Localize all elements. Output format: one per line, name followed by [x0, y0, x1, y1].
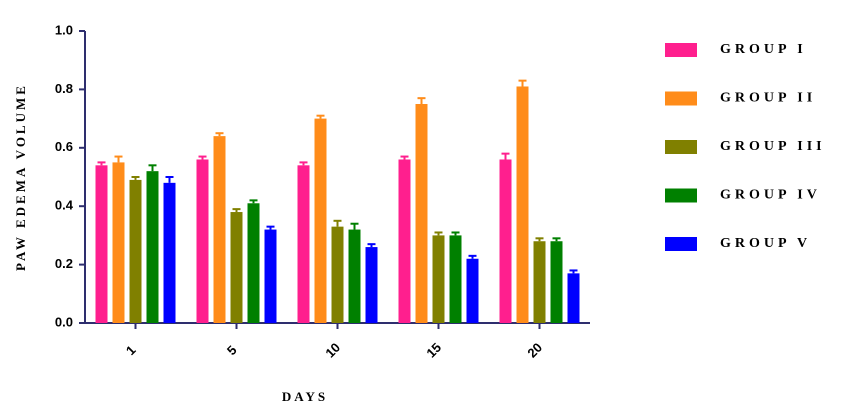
error-bar — [334, 221, 342, 227]
legend-label: GROUP IV — [720, 188, 821, 203]
error-bar — [401, 157, 409, 160]
bar — [96, 165, 108, 323]
y-tick-label: 0.0 — [55, 314, 73, 329]
bar — [113, 162, 125, 323]
error-bar — [216, 133, 224, 136]
x-tick-label: 1 — [123, 342, 139, 358]
error-bar — [435, 232, 443, 235]
bar — [231, 212, 243, 323]
legend-swatch — [665, 92, 697, 106]
error-bar — [469, 256, 477, 259]
chart: DAYS PAW EDEMA VOLUME 0.0 0.2 0.4 0.6 0.8 1.0… — [0, 0, 859, 405]
bar — [534, 241, 546, 323]
bar — [366, 247, 378, 323]
error-bar — [267, 227, 275, 230]
bar — [265, 230, 277, 323]
error-bar — [351, 224, 359, 230]
bar — [467, 259, 479, 323]
error-bar — [132, 177, 140, 180]
error-bar — [98, 162, 106, 165]
bar — [197, 159, 209, 323]
x-tick-label: 15 — [423, 340, 444, 361]
error-bar — [570, 270, 578, 273]
error-bar — [166, 177, 174, 183]
x-tick-label: 5 — [224, 342, 240, 358]
x-tick-label: 10 — [322, 340, 343, 361]
bar — [551, 241, 563, 323]
error-bar — [519, 81, 527, 87]
legend-label: GROUP II — [720, 91, 816, 106]
legend-swatch — [665, 189, 697, 203]
legend-swatch — [665, 140, 697, 154]
error-bar — [250, 200, 258, 203]
error-bar — [452, 232, 460, 235]
bar — [517, 86, 529, 323]
error-bar — [502, 154, 510, 160]
bar — [147, 171, 159, 323]
bar — [248, 203, 260, 323]
bar — [450, 235, 462, 323]
bar — [214, 136, 226, 323]
legend-label: GROUP I — [720, 42, 807, 57]
y-tick-label: 1.0 — [55, 22, 73, 37]
bar — [349, 230, 361, 323]
error-bar — [536, 238, 544, 241]
x-axis-title: DAYS — [282, 389, 328, 404]
legend-swatch — [665, 237, 697, 251]
y-tick-label: 0.8 — [55, 81, 73, 96]
error-bar — [418, 98, 426, 104]
error-bar — [553, 238, 561, 241]
error-bar — [317, 116, 325, 119]
bar — [298, 165, 310, 323]
error-bar — [115, 157, 123, 163]
bar — [130, 180, 142, 323]
x-tick-label: 20 — [524, 340, 545, 361]
bar — [433, 235, 445, 323]
bar — [315, 119, 327, 323]
error-bar — [233, 209, 241, 212]
y-axis-title: PAW EDEMA VOLUME — [13, 83, 28, 271]
bar — [164, 183, 176, 323]
legend-label: GROUP III — [720, 139, 826, 154]
error-bar — [199, 157, 207, 160]
error-bar — [149, 165, 157, 171]
bar — [332, 227, 344, 323]
y-tick-label: 0.6 — [55, 139, 73, 154]
error-bar — [300, 162, 308, 165]
bar — [500, 159, 512, 323]
y-tick-label: 0.4 — [55, 198, 74, 213]
error-bar — [368, 244, 376, 247]
bar — [568, 273, 580, 323]
y-tick-label: 0.2 — [55, 256, 73, 271]
legend-swatch — [665, 43, 697, 57]
bar — [416, 104, 428, 323]
legend-label: GROUP V — [720, 236, 811, 251]
bar — [399, 159, 411, 323]
